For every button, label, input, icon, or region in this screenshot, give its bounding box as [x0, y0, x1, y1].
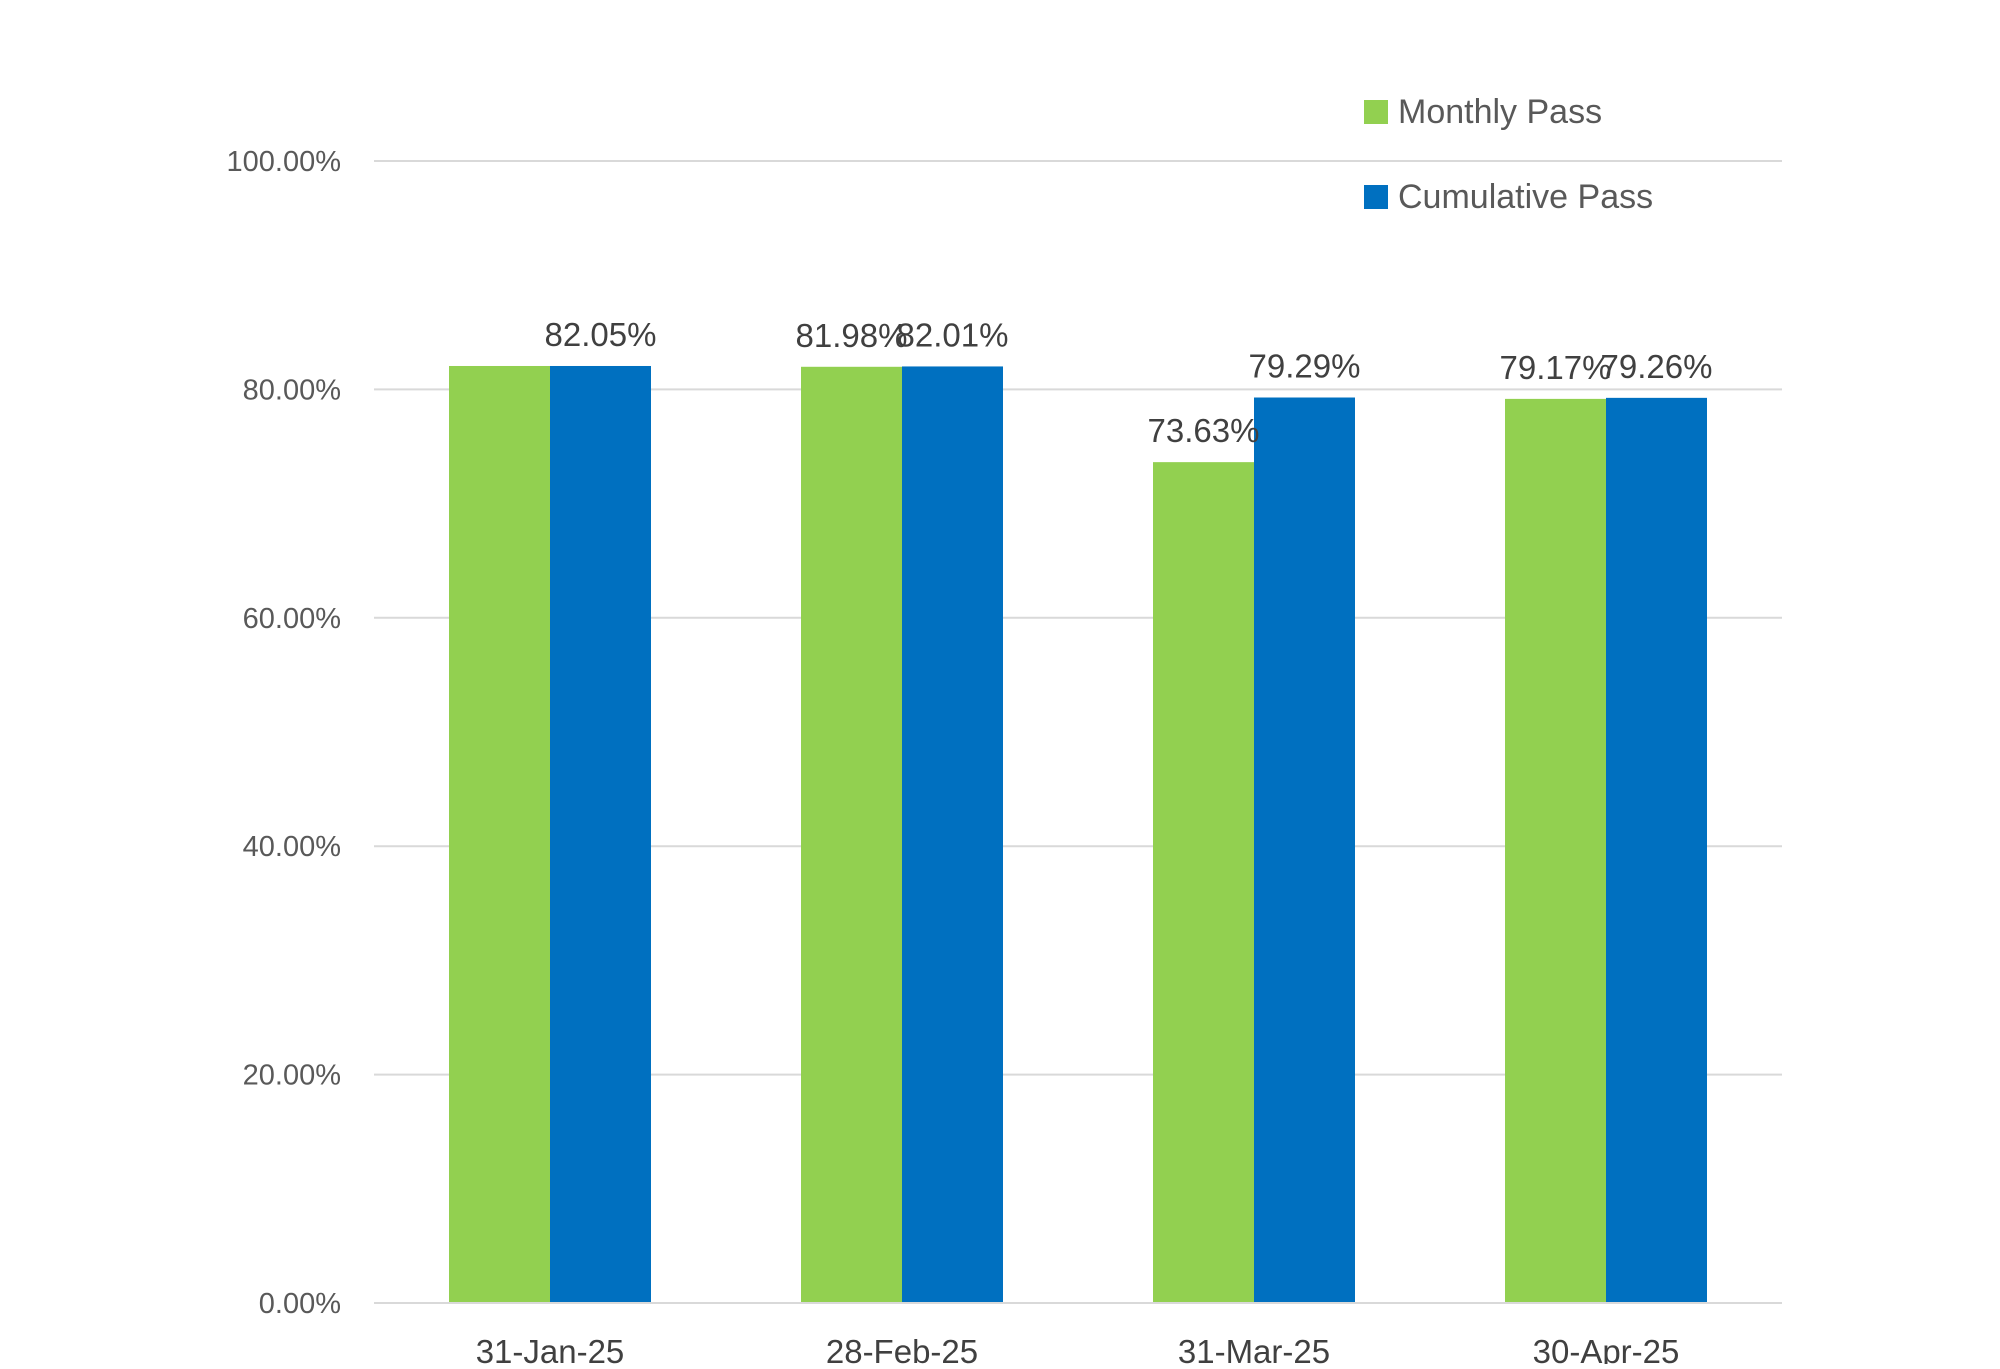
data-label: 79.17% [1500, 349, 1612, 386]
y-tick-label: 80.00% [243, 374, 341, 406]
bar-monthly-pass [1153, 462, 1254, 1303]
bar-cumulative-pass [1606, 397, 1707, 1303]
bar-monthly-pass [449, 365, 550, 1303]
x-category-label: 30-Apr-25 [1533, 1333, 1680, 1364]
bar-cumulative-pass [550, 365, 651, 1303]
data-label: 79.26% [1601, 348, 1713, 385]
x-category-label: 31-Mar-25 [1178, 1333, 1330, 1364]
bar-cumulative-pass [1254, 397, 1355, 1304]
data-label: 79.29% [1249, 348, 1361, 385]
y-tick-label: 0.00% [259, 1288, 341, 1320]
data-labels: 82.05% 81.98%82.01% 73.63% 79.29% 79.17%79.2… [545, 316, 1713, 449]
data-label: 82.01% [897, 316, 1009, 353]
x-axis-category-labels: 31-Jan-25 28-Feb-25 31-Mar-25 30-Apr-25 [476, 1333, 1680, 1369]
legend-swatch [1364, 185, 1388, 209]
y-tick-label: 60.00% [243, 603, 341, 635]
bars [449, 365, 1707, 1304]
legend-swatch [1364, 100, 1388, 124]
legend: Monthly Pass Cumulative Pass [1364, 93, 1653, 216]
x-category-label: 31-Jan-25 [476, 1333, 625, 1364]
y-tick-label: 40.00% [243, 831, 341, 863]
bar-cumulative-pass [902, 366, 1003, 1303]
data-label: 73.63% [1148, 412, 1260, 449]
x-category-label: 28-Feb-25 [826, 1333, 978, 1364]
y-tick-label: 100.00% [227, 146, 342, 178]
data-label: 81.98% [796, 317, 908, 354]
legend-label: Monthly Pass [1398, 93, 1602, 131]
legend-label: Cumulative Pass [1398, 178, 1653, 216]
y-tick-label: 20.00% [243, 1060, 341, 1092]
bar-monthly-pass [1505, 398, 1606, 1303]
data-label: 82.05% [545, 316, 657, 353]
y-axis-tick-labels: 0.00% 20.00% 40.00% 60.00% 80.00% 100.00% [227, 146, 342, 1320]
bar-monthly-pass [801, 366, 902, 1303]
